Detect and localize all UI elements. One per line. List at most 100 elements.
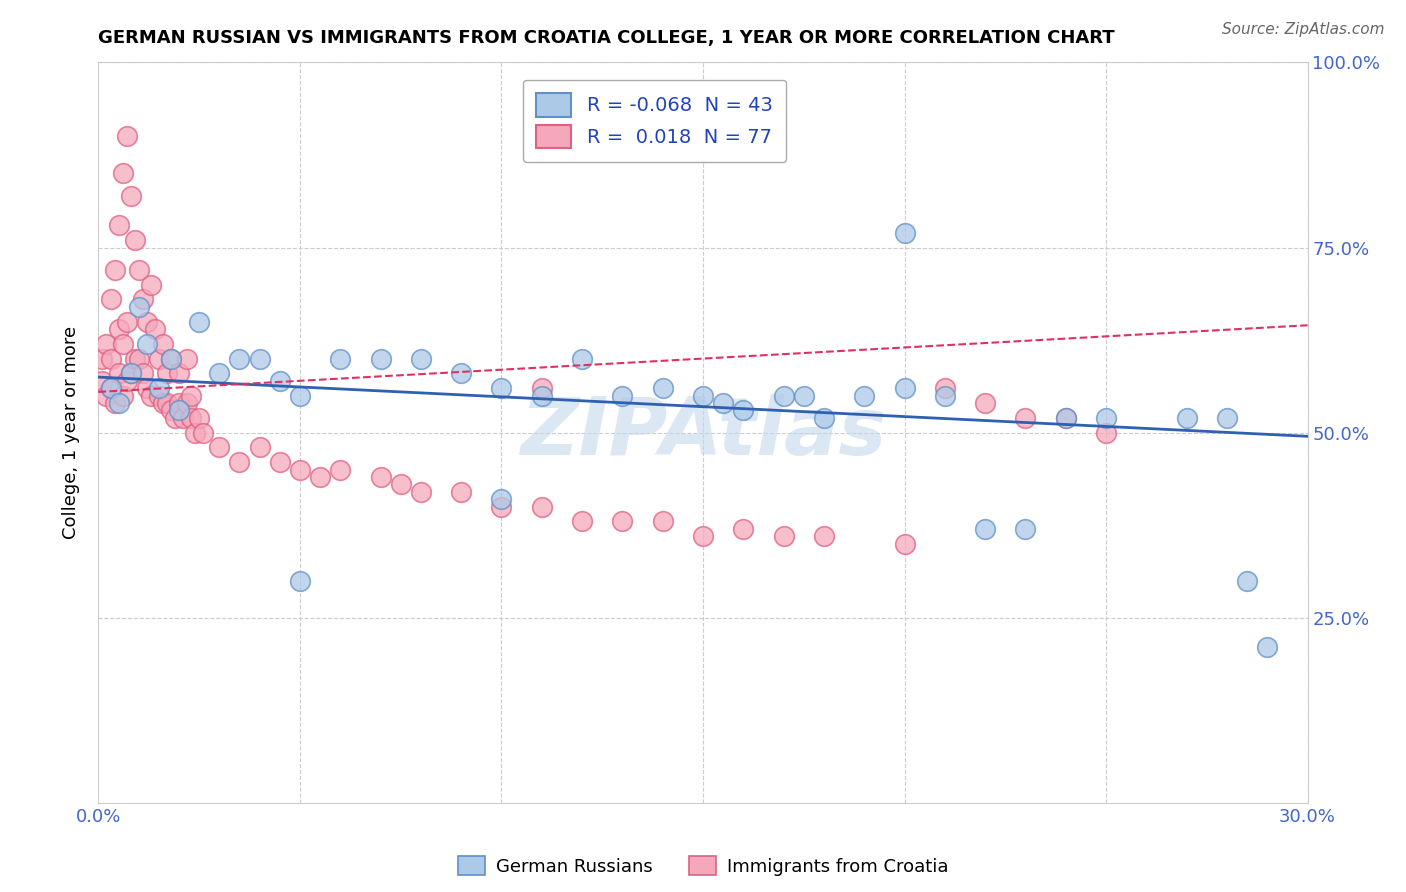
Point (329, 351, 352, 366)
Point (96, 388, 118, 402)
Text: ZIPAtlas: ZIPAtlas (520, 393, 886, 472)
Point (249, 351, 271, 366)
Point (120, 188, 142, 202)
Point (409, 351, 432, 366)
Point (103, 396, 125, 410)
Point (692, 388, 714, 402)
Point (139, 388, 162, 402)
Point (974, 396, 997, 410)
Point (120, 367, 142, 381)
Point (309, 470, 332, 484)
Point (530, 500, 553, 514)
Point (772, 388, 794, 402)
Point (491, 381, 513, 395)
Point (228, 351, 250, 366)
Point (733, 403, 755, 417)
Point (107, 322, 129, 336)
Point (571, 351, 593, 366)
Point (128, 300, 150, 314)
Legend: German Russians, Immigrants from Croatia: German Russians, Immigrants from Croatia (451, 849, 955, 883)
Point (409, 484, 432, 499)
Point (107, 219, 129, 233)
Point (934, 388, 956, 402)
Point (143, 322, 166, 336)
Point (128, 262, 150, 277)
Point (148, 388, 170, 402)
Point (96, 336, 118, 351)
Point (450, 367, 472, 381)
Point (91, 374, 114, 388)
Point (111, 336, 134, 351)
Point (152, 336, 174, 351)
Point (612, 388, 634, 402)
Point (1256, 640, 1278, 655)
Point (530, 381, 553, 395)
Point (100, 381, 122, 395)
Point (228, 455, 250, 469)
Point (853, 388, 876, 402)
Point (772, 529, 794, 543)
Point (167, 367, 190, 381)
Point (1095, 425, 1118, 440)
Point (793, 388, 815, 402)
Point (288, 388, 311, 402)
Point (288, 462, 311, 476)
Point (115, 314, 138, 328)
Point (152, 396, 174, 410)
Text: Source: ZipAtlas.com: Source: ZipAtlas.com (1222, 22, 1385, 37)
Point (100, 381, 122, 395)
Point (180, 410, 202, 425)
Point (160, 403, 183, 417)
Point (813, 410, 835, 425)
Point (193, 425, 215, 440)
Point (107, 396, 129, 410)
Point (974, 522, 997, 536)
Point (100, 351, 122, 366)
Point (1236, 574, 1258, 588)
Point (188, 314, 211, 328)
Point (651, 381, 673, 395)
Point (135, 314, 157, 328)
Point (132, 367, 155, 381)
Point (370, 351, 392, 366)
Point (269, 374, 291, 388)
Point (893, 536, 915, 550)
Point (132, 293, 155, 307)
Point (370, 470, 392, 484)
Legend: R = -0.068  N = 43, R =  0.018  N = 77: R = -0.068 N = 43, R = 0.018 N = 77 (523, 79, 786, 162)
Point (208, 441, 231, 455)
Point (167, 396, 190, 410)
Point (120, 367, 142, 381)
Point (491, 500, 513, 514)
Point (139, 277, 162, 292)
Point (115, 374, 138, 388)
Point (1014, 522, 1036, 536)
Point (389, 477, 412, 491)
Point (1014, 410, 1036, 425)
Point (1175, 410, 1198, 425)
Point (1054, 410, 1077, 425)
Point (491, 492, 513, 507)
Point (172, 410, 194, 425)
Point (733, 522, 755, 536)
Point (128, 351, 150, 366)
Point (180, 388, 202, 402)
Point (135, 381, 157, 395)
Point (111, 166, 134, 180)
Point (692, 529, 714, 543)
Point (163, 410, 186, 425)
Point (269, 455, 291, 469)
Point (148, 351, 170, 366)
Text: GERMAN RUSSIAN VS IMMIGRANTS FROM CROATIA COLLEGE, 1 YEAR OR MORE CORRELATION CH: GERMAN RUSSIAN VS IMMIGRANTS FROM CROATI… (98, 29, 1115, 47)
Point (1216, 410, 1239, 425)
Point (1054, 410, 1077, 425)
Point (530, 388, 553, 402)
Point (184, 425, 207, 440)
Point (124, 233, 146, 247)
Point (329, 462, 352, 476)
Point (176, 351, 198, 366)
Point (148, 381, 170, 395)
Point (934, 381, 956, 395)
Point (1095, 410, 1118, 425)
Point (135, 336, 157, 351)
